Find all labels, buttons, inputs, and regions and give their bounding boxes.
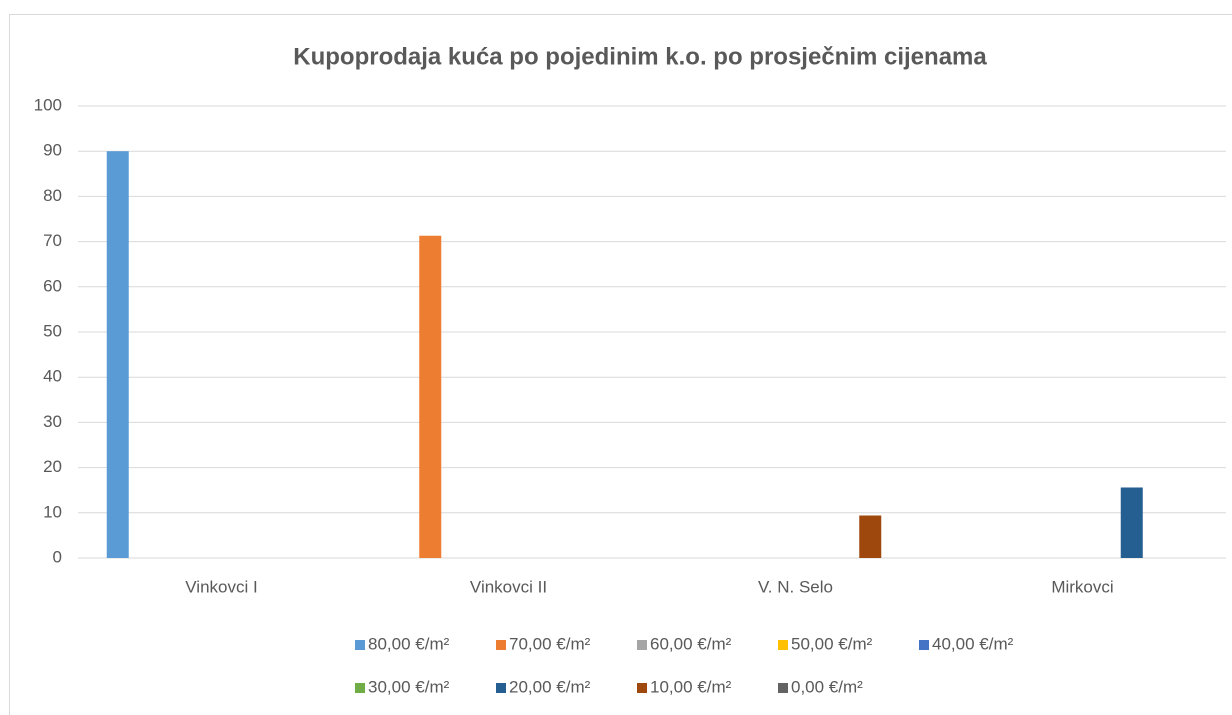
y-tick-label: 50: [43, 321, 62, 340]
bar: [859, 515, 882, 558]
y-tick-label: 10: [43, 502, 62, 521]
chart-title: Kupoprodaja kuća po pojedinim k.o. po pr…: [293, 43, 987, 70]
y-tick-label: 30: [43, 412, 62, 431]
legend-label: 10,00 €/m²: [650, 677, 732, 696]
x-tick-label: V. N. Selo: [758, 577, 833, 596]
legend-swatch: [778, 640, 788, 650]
legend-swatch: [496, 683, 506, 693]
legend-swatch: [637, 683, 647, 693]
legend-swatch: [919, 640, 929, 650]
legend-label: 70,00 €/m²: [509, 634, 591, 653]
legend-swatch: [355, 640, 365, 650]
legend-label: 40,00 €/m²: [932, 634, 1014, 653]
chart-border: [9, 14, 1232, 715]
legend-label: 0,00 €/m²: [791, 677, 863, 696]
bar: [1120, 487, 1143, 558]
y-tick-label: 90: [43, 141, 62, 160]
x-tick-label: Mirkovci: [1051, 577, 1113, 596]
y-tick-label: 20: [43, 457, 62, 476]
legend-label: 30,00 €/m²: [368, 677, 450, 696]
y-tick-label: 0: [53, 547, 62, 566]
x-tick-label: Vinkovci I: [185, 577, 257, 596]
legend-swatch: [778, 683, 788, 693]
legend-label: 20,00 €/m²: [509, 677, 591, 696]
y-tick-label: 100: [34, 95, 62, 114]
y-tick-label: 40: [43, 367, 62, 386]
legend-label: 60,00 €/m²: [650, 634, 732, 653]
bar: [419, 235, 442, 558]
legend-swatch: [355, 683, 365, 693]
legend-label: 50,00 €/m²: [791, 634, 873, 653]
bar: [106, 151, 129, 558]
y-tick-label: 80: [43, 186, 62, 205]
x-tick-label: Vinkovci II: [470, 577, 547, 596]
legend-swatch: [637, 640, 647, 650]
y-tick-label: 60: [43, 276, 62, 295]
legend-swatch: [496, 640, 506, 650]
y-tick-label: 70: [43, 231, 62, 250]
legend-label: 80,00 €/m²: [368, 634, 450, 653]
